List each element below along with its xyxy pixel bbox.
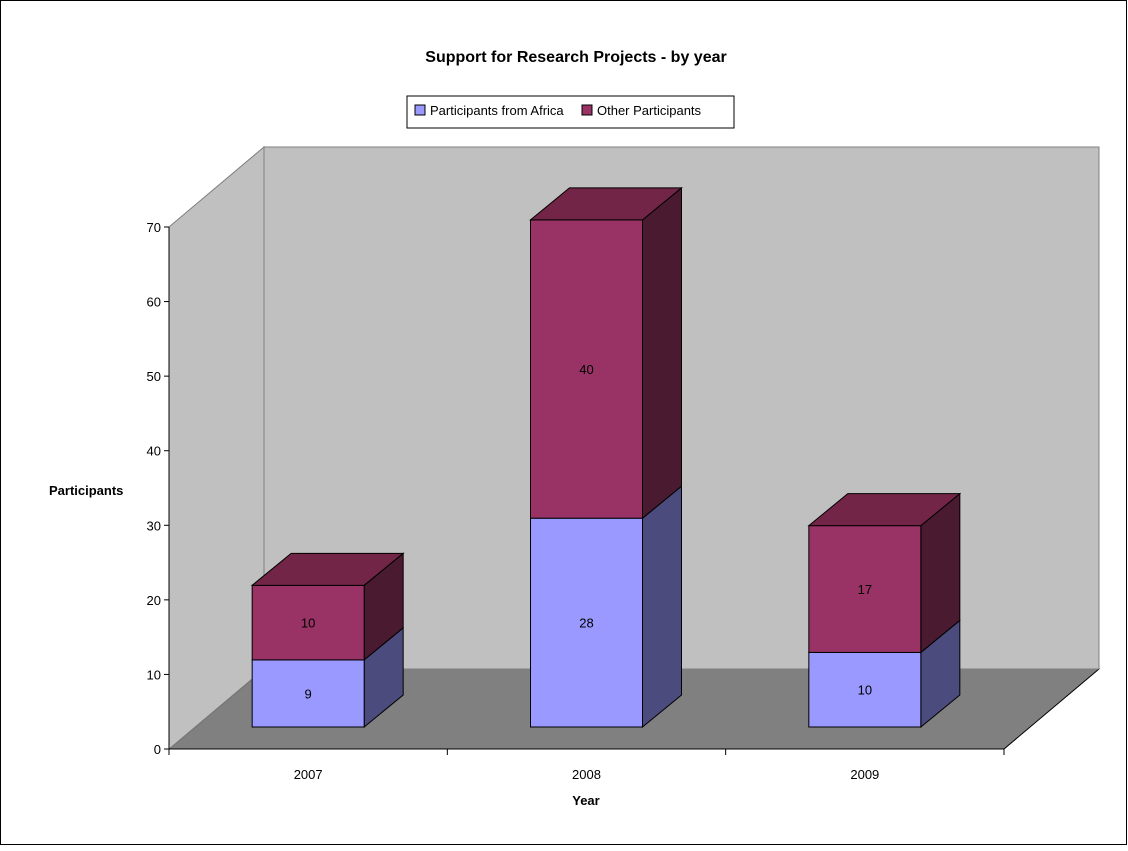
- y-tick-label: 10: [147, 667, 161, 682]
- x-tick-label: 2009: [850, 767, 879, 782]
- legend-swatch-africa: [414, 104, 426, 116]
- bar-front-face: [808, 525, 922, 653]
- bar-value-label: 28: [579, 616, 593, 631]
- bar-2007-africa: 9: [251, 626, 404, 729]
- bar-value-label: 10: [858, 683, 872, 698]
- y-tick-label: 30: [147, 518, 161, 533]
- bar-front-face: [251, 659, 365, 728]
- y-tick-label: 0: [154, 742, 161, 757]
- y-tick-label: 50: [147, 369, 161, 384]
- legend-swatch-other: [581, 104, 593, 116]
- bar-2008-other: 40: [529, 186, 683, 520]
- chart-side-wall: [168, 145, 265, 751]
- bar-top-face: [807, 493, 962, 527]
- x-tick-label: 2008: [572, 767, 601, 782]
- x-axis-title: Year: [572, 793, 599, 808]
- chart-axes: 0 10 20 30 40 50 60 70 2007 2008 2009: [147, 220, 1005, 782]
- bar-top-face: [529, 187, 683, 221]
- legend: Participants from Africa Other Participa…: [406, 95, 735, 129]
- y-tick-label: 70: [147, 220, 161, 235]
- bar-side-face: [642, 186, 682, 520]
- bar-top-face: [250, 552, 405, 586]
- bar-front-face: [251, 584, 365, 661]
- bar-value-label: 9: [305, 686, 312, 701]
- bar-front-face: [530, 219, 643, 519]
- legend-label-other: Other Participants: [597, 103, 702, 118]
- bar-front-face: [808, 651, 922, 728]
- bar-side-face: [642, 485, 682, 729]
- x-tick-label: 2007: [294, 767, 323, 782]
- bar-2009-africa: 10: [808, 619, 961, 729]
- bar-value-label: 40: [579, 362, 593, 377]
- legend-label-africa: Participants from Africa: [430, 103, 564, 118]
- y-axis-title: Participants: [49, 483, 123, 498]
- y-tick-label: 40: [147, 444, 161, 459]
- legend-box: [406, 95, 735, 129]
- chart-bars: 9 10 28 40 10 17: [250, 186, 962, 729]
- y-tick-label: 20: [147, 593, 161, 608]
- chart-title: Support for Research Projects - by year: [425, 49, 726, 66]
- bar-2007-other: 10: [250, 552, 405, 661]
- bar-value-label: 17: [858, 582, 872, 597]
- y-tick-label: 60: [147, 295, 161, 310]
- bar-2009-other: 17: [807, 492, 962, 654]
- bar-value-label: 10: [301, 616, 315, 631]
- bar-2008-africa: 28: [530, 485, 682, 729]
